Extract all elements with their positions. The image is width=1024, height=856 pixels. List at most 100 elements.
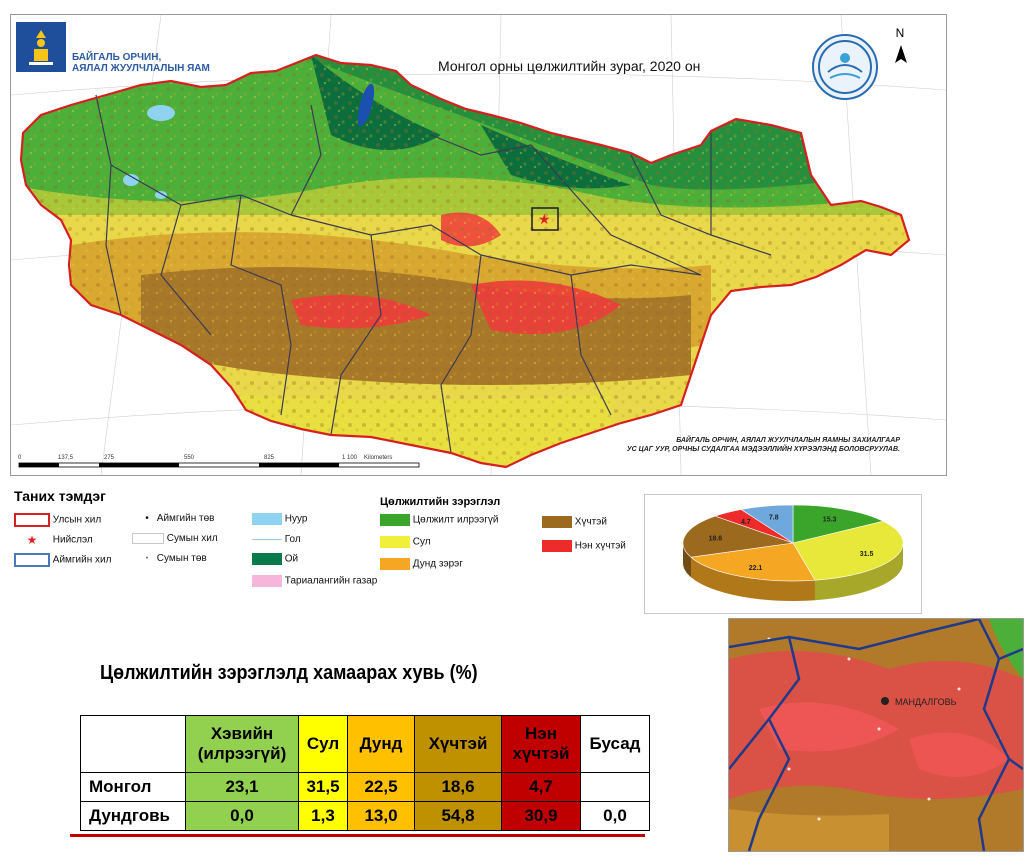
table-cell: 0,0 (580, 801, 650, 831)
pie-label: 22.1 (749, 565, 763, 572)
header-line: Сул (306, 734, 340, 753)
table-title: Цөлжилтийн зэрэглэлд хамаарах хувь (%) (100, 662, 478, 684)
table-underline (70, 834, 645, 837)
pie-label: 18.6 (709, 536, 723, 543)
desertification-map: ★ (10, 14, 947, 476)
table-cell: 4,7 (501, 772, 581, 802)
sum-border-icon (132, 533, 164, 544)
dot-icon: • (145, 513, 149, 524)
header-strong: Хүчтэй (414, 715, 502, 773)
row-label: Монгол (80, 772, 186, 802)
swatch-icon (380, 514, 410, 526)
table-corner-cell (80, 715, 186, 773)
legend-class-weak: Сул (380, 536, 431, 548)
scale-bar (18, 462, 420, 468)
pie-label: 15.3 (823, 517, 837, 524)
swatch-icon (542, 540, 572, 552)
legend-label: Нийслэл (52, 534, 93, 546)
small-dot-icon: • (145, 554, 149, 562)
pie-slice-7.8 (740, 504, 794, 544)
map-credit: БАЙГАЛЬ ОРЧИН, АЯЛАЛ ЖУУЛЧЛАЛЫН ЯАМНЫ ЗА… (600, 436, 900, 454)
header-severe: Нэн хүчтэй (501, 715, 581, 773)
pie-slice-15.3 (792, 504, 885, 544)
header-line: Бусад (589, 734, 641, 753)
swatch-icon (380, 536, 410, 548)
header-other: Бусад (580, 715, 650, 773)
header-moderate: Дунд (347, 715, 415, 773)
legend-label: Тариалангийн газар (284, 575, 378, 587)
legend-aimag-border: Аймгийн хил (14, 553, 111, 567)
legend-label: Сумын төв (156, 553, 207, 564)
map-title: Монгол орны цөлжилтийн зураг, 2020 он (438, 58, 701, 74)
pie-canvas: 15.3 31.5 22.1 18.6 4.7 7.8 (682, 504, 904, 601)
capital-boundary (531, 207, 559, 231)
table-cell: 1,3 (298, 801, 348, 831)
pie-chart: 15.3 31.5 22.1 18.6 4.7 7.8 (644, 494, 922, 614)
table-row: Дундговь 0,0 1,3 13,0 54,8 30,9 0,0 (80, 801, 650, 831)
legend-label: Дунд зэрэг (412, 558, 463, 570)
legend-class-strong: Хүчтэй (542, 516, 607, 528)
table-cell (580, 772, 650, 802)
degradation-legend-title: Цөлжилтийн зэрэглэл (380, 496, 501, 508)
scale-labels: 0 137,5 275 550 825 1 100 Kilometers (18, 455, 458, 465)
north-label: N (895, 26, 905, 40)
pie-label: 7.8 (769, 514, 779, 521)
lake-icon (252, 513, 282, 525)
legend-aimag-center: • Аймгийн төв (140, 513, 214, 524)
header-line: Хэвийн (210, 724, 274, 743)
legend-label: Нэн хүчтэй (574, 540, 626, 552)
ministry-name: БАЙГАЛЬ ОРЧИН, АЯЛАЛ ЖУУЛЧЛАЛЫН ЯАМ (72, 52, 210, 74)
legend-title: Таних тэмдэг (14, 488, 106, 504)
table-cell: 0,0 (185, 801, 299, 831)
legend-label: Сул (412, 536, 431, 548)
pie-slice-31.5 (792, 520, 904, 581)
scale-tick: 137,5 (58, 455, 74, 461)
forest-icon (252, 553, 282, 565)
table-cell: 23,1 (185, 772, 299, 802)
table-cell: 22,5 (347, 772, 415, 802)
legend-class-none: Цөлжилт илрээгүй (380, 514, 498, 526)
legend-label: Ой (284, 553, 299, 565)
national-border-icon (14, 513, 50, 527)
pie-label: 31.5 (860, 551, 874, 558)
table-cell: 30,9 (501, 801, 581, 831)
legend-class-severe: Нэн хүчтэй (542, 540, 626, 552)
pie-slice-18.6 (682, 515, 794, 558)
legend-label: Гол (284, 534, 301, 545)
row-label: Дундговь (80, 801, 186, 831)
table-header-row: Хэвийн (илрээгүй) Сул Дунд Хүчтэй Нэн хүчт… (80, 715, 650, 773)
scale-tick: 275 (104, 455, 115, 461)
scale-tick: 1 100 (342, 455, 358, 461)
legend-sum-center: • Сумын төв (140, 553, 207, 564)
header-normal: Хэвийн (илрээгүй) (185, 715, 299, 773)
legend-cropland: Тариалангийн газар (252, 575, 377, 587)
scale-tick: 0 (18, 455, 22, 461)
header-line: Хүчтэй (428, 734, 488, 753)
legend-label: Сумын хил (166, 533, 218, 545)
table-cell: 54,8 (414, 801, 502, 831)
inset-place-label: МАНДАЛГОВЬ (895, 697, 957, 707)
inset-canvas: МАНДАЛГОВЬ (729, 619, 1023, 851)
table-cell: 31,5 (298, 772, 348, 802)
map-canvas: ★ (11, 15, 946, 475)
inset-map: МАНДАЛГОВЬ (728, 618, 1024, 852)
legend-label: Хүчтэй (574, 516, 607, 528)
credit-line2: УС ЦАГ УУР, ОРЧНЫ СУДАЛГАА МЭДЭЭЛЛИЙН ХҮ… (626, 446, 900, 453)
pie-slice-22.1 (690, 542, 816, 582)
ministry-logo (16, 22, 66, 72)
pie-side-18.6 (683, 543, 691, 578)
legend-lake: Нуур (252, 513, 307, 525)
cropland-icon (252, 575, 282, 587)
legend-class-moderate: Дунд зэрэг (380, 558, 463, 570)
header-line: Дунд (359, 734, 403, 753)
pie-side-31.5 (814, 543, 903, 601)
star-icon: ★ (26, 533, 38, 547)
aimag-borders (95, 94, 772, 454)
legend-label: Аймгийн хил (52, 554, 112, 566)
swatch-icon (542, 516, 572, 528)
river-icon (252, 538, 282, 540)
percentage-table: Хэвийн (илрээгүй) Сул Дунд Хүчтэй Нэн хүчт… (80, 715, 650, 831)
pie-label: 4.7 (741, 519, 751, 526)
scale-tick: 550 (184, 455, 195, 461)
header-line: Нэн (525, 724, 557, 743)
